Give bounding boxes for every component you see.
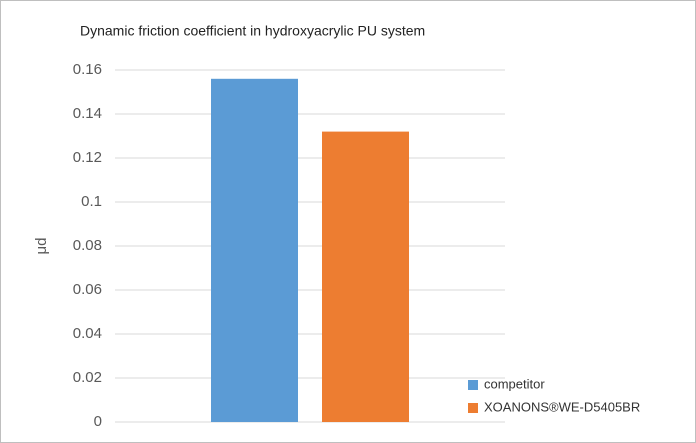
y-tick-label: 0.12 [73, 149, 102, 166]
y-tick-label: 0.1 [81, 193, 102, 210]
bar [211, 78, 298, 423]
chart-title: Dynamic friction coefficient in hydroxya… [80, 23, 425, 39]
y-axis-label: μd [33, 238, 50, 255]
y-tick-label: 0.08 [73, 237, 102, 254]
legend-label: XOANONS®WE-D5405BR [484, 399, 640, 414]
bar [322, 131, 409, 422]
y-tick-label: 0.16 [73, 61, 102, 78]
legend-swatch [468, 403, 478, 413]
y-tick-label: 0.06 [73, 281, 102, 298]
legend-label: competitor [484, 376, 545, 391]
y-tick-label: 0.14 [73, 105, 102, 122]
y-tick-label: 0 [94, 413, 102, 430]
legend-swatch [468, 380, 478, 390]
y-tick-label: 0.04 [73, 325, 102, 342]
y-tick-label: 0.02 [73, 369, 102, 386]
